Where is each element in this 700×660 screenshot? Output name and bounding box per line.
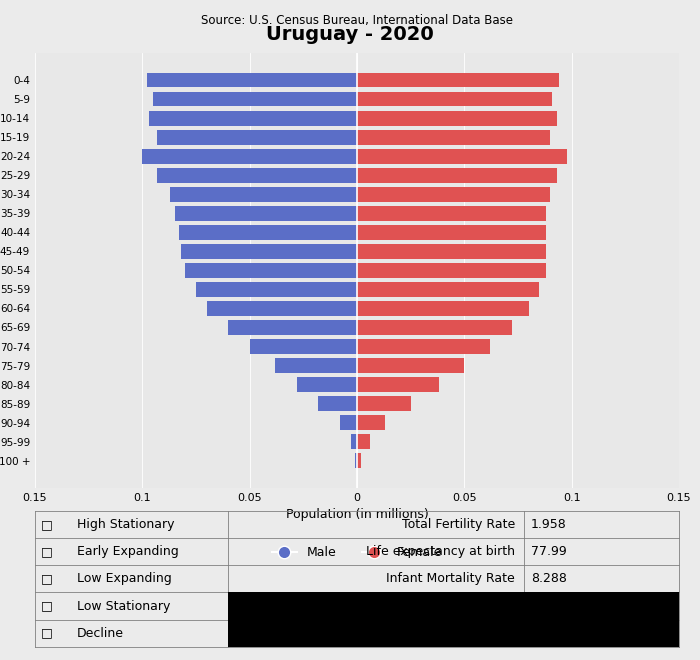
Text: 1.958: 1.958 (531, 518, 566, 531)
Text: Life expectancy at birth: Life expectancy at birth (366, 545, 514, 558)
Bar (357, 130, 550, 145)
Bar (357, 358, 464, 373)
Bar (153, 92, 357, 106)
Bar (357, 396, 411, 411)
Text: Low Stationary: Low Stationary (77, 599, 170, 612)
Text: Early Expanding: Early Expanding (77, 545, 178, 558)
Legend: Male, Female: Male, Female (267, 541, 447, 564)
Bar (357, 187, 550, 202)
Bar (275, 358, 357, 373)
Bar (228, 320, 357, 335)
Bar (170, 187, 357, 202)
Text: 8.288: 8.288 (531, 572, 567, 585)
Bar (357, 339, 490, 354)
FancyBboxPatch shape (228, 620, 679, 647)
Bar (318, 396, 357, 411)
Bar (357, 92, 552, 106)
Bar (351, 434, 357, 449)
Text: Total Fertility Rate: Total Fertility Rate (402, 518, 514, 531)
Text: Uruguay - 2020: Uruguay - 2020 (266, 25, 434, 44)
Bar (357, 148, 568, 164)
Bar (158, 130, 357, 145)
Bar (196, 282, 357, 297)
Bar (357, 244, 546, 259)
Text: Infant Mortality Rate: Infant Mortality Rate (386, 572, 514, 585)
Bar (297, 377, 357, 392)
Bar (357, 320, 512, 335)
X-axis label: Population (in millions): Population (in millions) (286, 508, 428, 521)
Text: □: □ (41, 518, 52, 531)
Bar (250, 339, 357, 354)
FancyBboxPatch shape (228, 593, 679, 620)
Bar (146, 73, 357, 87)
Bar (142, 148, 357, 164)
Bar (357, 73, 559, 87)
Text: Source: U.S. Census Bureau, International Data Base: Source: U.S. Census Bureau, Internationa… (201, 14, 513, 26)
Bar (357, 225, 546, 240)
Bar (357, 263, 546, 278)
Bar (206, 301, 357, 316)
Bar (178, 225, 357, 240)
Bar (357, 415, 385, 430)
Bar (357, 168, 556, 183)
Bar (357, 434, 370, 449)
Bar (357, 282, 540, 297)
Bar (357, 111, 556, 125)
Bar (357, 453, 361, 468)
Bar (158, 168, 357, 183)
Bar (357, 377, 439, 392)
Text: 77.99: 77.99 (531, 545, 566, 558)
Bar (186, 263, 357, 278)
Text: □: □ (41, 545, 52, 558)
Bar (357, 206, 546, 220)
Bar (357, 301, 528, 316)
Text: Low Expanding: Low Expanding (77, 572, 172, 585)
Bar (355, 453, 357, 468)
Bar (174, 206, 357, 220)
Bar (181, 244, 357, 259)
Text: □: □ (41, 599, 52, 612)
Bar (340, 415, 357, 430)
Bar (149, 111, 357, 125)
Text: □: □ (41, 627, 52, 640)
Text: High Stationary: High Stationary (77, 518, 174, 531)
Text: □: □ (41, 572, 52, 585)
Text: Decline: Decline (77, 627, 124, 640)
